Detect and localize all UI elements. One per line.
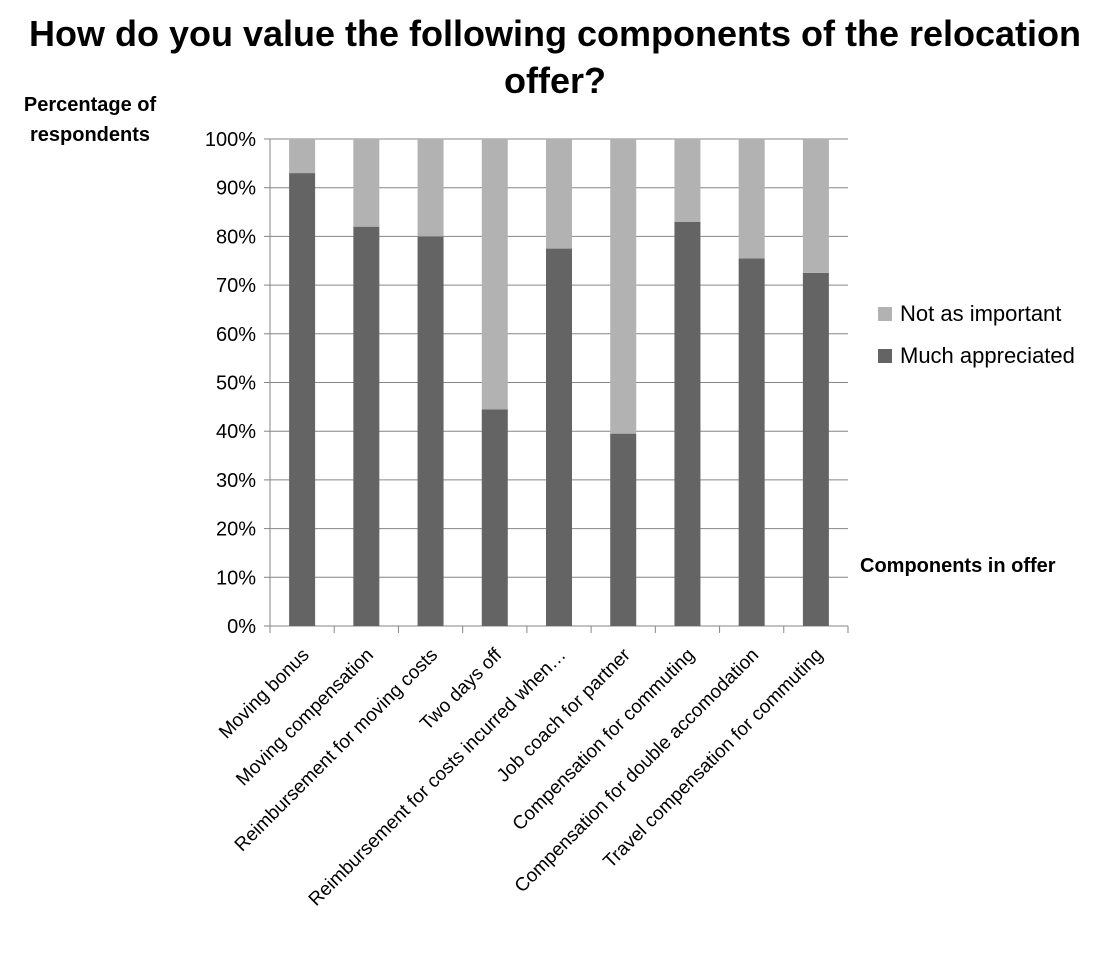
bar-much-appreciated [674, 221, 701, 627]
legend: Not as important Much appreciated [878, 300, 1075, 384]
bar-not-as-important [481, 139, 508, 410]
y-axis-title: Percentage of respondents [23, 94, 157, 146]
bar-much-appreciated [610, 433, 637, 626]
legend-label-not-as-important: Not as important [900, 301, 1062, 326]
y-tick-label: 80% [216, 226, 256, 248]
legend-swatch-not-as-important [878, 307, 892, 321]
x-tick-label: Compensation for double accomodation [511, 645, 763, 897]
bar-not-as-important [546, 139, 572, 249]
y-tick-label: 20% [216, 519, 256, 541]
bar-not-as-important [738, 139, 765, 259]
bar-much-appreciated [481, 409, 508, 626]
bar-not-as-important [417, 139, 444, 237]
bar-much-appreciated [546, 248, 572, 626]
legend-item-not-as-important: Not as important [878, 300, 1075, 328]
y-tick-label: 70% [216, 275, 256, 297]
bar-much-appreciated [353, 226, 380, 626]
legend-item-much-appreciated: Much appreciated [878, 342, 1075, 370]
y-tick-label: 100% [205, 129, 256, 151]
bar-much-appreciated [417, 236, 444, 626]
x-axis-title: Components in offer [860, 555, 1056, 577]
y-tick-label: 40% [216, 421, 256, 443]
bar-not-as-important [802, 139, 829, 273]
bar-not-as-important [353, 139, 380, 227]
bar-much-appreciated [289, 173, 316, 626]
y-tick-label: 30% [216, 470, 256, 492]
y-tick-label: 50% [216, 373, 256, 395]
bar-much-appreciated [738, 258, 765, 626]
legend-swatch-much-appreciated [878, 349, 892, 363]
y-tick-label: 0% [227, 616, 256, 638]
y-tick-label: 10% [216, 567, 256, 589]
bar-not-as-important [289, 139, 316, 174]
chart-title: How do you value the following component… [28, 13, 1082, 101]
y-tick-label: 90% [216, 178, 256, 200]
y-tick-label: 60% [216, 324, 256, 346]
bar-not-as-important [610, 139, 637, 434]
bar-much-appreciated [802, 272, 829, 626]
bar-not-as-important [674, 139, 701, 222]
legend-label-much-appreciated: Much appreciated [900, 343, 1075, 368]
